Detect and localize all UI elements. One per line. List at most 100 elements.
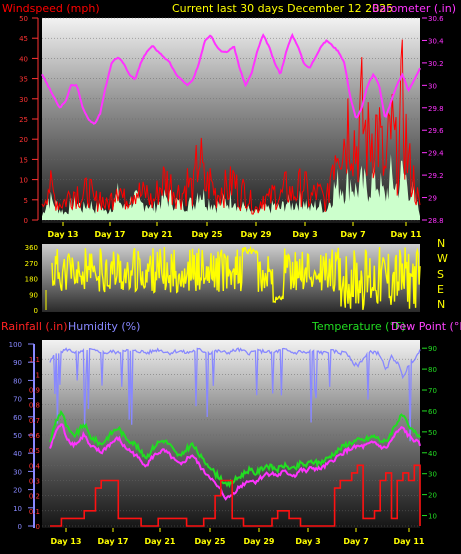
baro-y-tick: 28.8 — [428, 217, 444, 225]
wind-x-tick: Day 3 — [292, 230, 317, 239]
direction-y-tick: 360 — [25, 244, 38, 252]
wind-series — [41, 39, 421, 215]
rain-y-tick: 0.6 — [29, 432, 41, 440]
direction-y-tick: 0 — [34, 307, 38, 315]
rain-y-tick: 0.7 — [29, 417, 40, 425]
humidity-y-tick: 80 — [13, 377, 22, 385]
compass-label: N — [437, 298, 445, 311]
humidity-y-tick: 0 — [18, 523, 22, 531]
rain-y-tick: 0.3 — [29, 478, 40, 486]
rain-y-tick: 0 — [36, 523, 40, 531]
rain-y-tick: 0.5 — [29, 447, 40, 455]
rain-line — [50, 464, 421, 527]
rain-y-tick: 0.9 — [29, 387, 40, 395]
humidity-y-tick: 40 — [13, 450, 22, 458]
rain-y-ticks: 0 0.1 0.2 0.3 0.4 0.5 0.6 0.7 0.8 0.9 1 1.1 — [29, 356, 41, 531]
humidity-line — [49, 347, 421, 442]
wind-x-tick: Day 13 — [48, 230, 79, 239]
temp-y-tick: 10 — [428, 513, 437, 521]
baro-y-tick: 29.4 — [428, 150, 444, 158]
rain-y-tick: 1 — [36, 371, 40, 379]
chart-title: Current last 30 days December 12 2025 — [172, 2, 393, 15]
rain-y-tick: 0.4 — [29, 462, 41, 470]
wind-x-tick: Day 17 — [95, 230, 126, 239]
wind-y-tick: 40 — [19, 55, 28, 63]
wind-y-tick: 15 — [19, 156, 28, 164]
gust-area — [42, 154, 420, 220]
temp-y-tick: 30 — [428, 471, 437, 479]
wind-x-tick: Day 21 — [142, 230, 173, 239]
wind-x-tick: Day 11 — [391, 230, 422, 239]
humidity-y-ticks: 0 10 20 30 40 50 60 70 80 90 100 — [9, 341, 34, 531]
dewpoint-axis-title: Dew Point (°F) — [391, 320, 461, 333]
temp-y-tick: 90 — [428, 345, 437, 353]
baro-y-tick: 29.8 — [428, 105, 444, 113]
compass-label: N — [437, 237, 445, 250]
rain-y-tick: 1.1 — [29, 356, 40, 364]
windspeed-axis-title: Windspeed (mph) — [2, 2, 100, 15]
baro-y-tick: 30 — [428, 82, 437, 90]
temp-y-tick: 20 — [428, 492, 437, 500]
wind-y-tick: 10 — [19, 177, 28, 185]
direction-y-ticks: 360 270 180 90 0 — [25, 244, 38, 315]
rain-series — [50, 464, 421, 527]
compass-label: E — [437, 283, 444, 296]
humidity-series — [49, 347, 421, 442]
wind-y-tick: 35 — [19, 76, 28, 84]
humidity-y-tick: 10 — [13, 505, 22, 513]
humidity-y-tick: 50 — [13, 432, 22, 440]
temp-y-tick: 50 — [428, 429, 437, 437]
temp-y-tick: 80 — [428, 366, 437, 374]
rain-x-tick: Day 11 — [394, 537, 425, 546]
humidity-axis-title: Humidity (%) — [68, 320, 140, 333]
humidity-y-tick: 90 — [13, 359, 22, 367]
rain-x-ticks: Day 13 Day 17 Day 21 Day 25 Day 29 Day 3 Day 7… — [51, 528, 425, 546]
humidity-y-tick: 70 — [13, 396, 22, 404]
temp-y-tick: 60 — [428, 408, 437, 416]
wind-y-tick: 0 — [24, 217, 28, 225]
wind-y-tick: 50 — [19, 15, 28, 23]
wind-y-tick: 45 — [19, 35, 28, 43]
baro-y-ticks: 28.8 29 29.2 29.4 29.6 29.8 30 30.2 30.4 30.6 — [422, 15, 444, 225]
direction-line — [51, 245, 421, 310]
rain-y-tick: 0.8 — [29, 402, 40, 410]
wind-y-ticks: 0 5 10 15 20 25 30 35 40 45 50 — [19, 15, 39, 225]
wind-x-tick: Day 29 — [241, 230, 272, 239]
compass-label: S — [437, 268, 444, 281]
temp-y-tick: 40 — [428, 450, 437, 458]
rain-y-tick: 0.1 — [29, 508, 40, 516]
barometer-axis-title: Barometer (.in) — [372, 2, 456, 15]
dewpoint-line — [49, 423, 421, 501]
wind-y-tick: 25 — [19, 116, 28, 124]
rain-x-tick: Day 29 — [244, 537, 275, 546]
baro-y-tick: 29 — [428, 195, 437, 203]
rain-y-tick: 0.2 — [29, 493, 40, 501]
rain-x-tick: Day 21 — [145, 537, 176, 546]
wind-line — [41, 39, 421, 215]
direction-y-tick: 270 — [25, 260, 38, 268]
wind-x-ticks: Day 13 Day 17 Day 21 Day 25 Day 29 Day 3 Day 7… — [48, 222, 422, 239]
baro-y-tick: 29.2 — [428, 172, 444, 180]
baro-y-tick: 30.4 — [428, 37, 444, 45]
rain-x-tick: Day 17 — [98, 537, 129, 546]
gust-area-path — [42, 154, 420, 220]
temperature-series — [49, 409, 421, 489]
barometer-series — [41, 32, 421, 125]
rain-x-tick: Day 13 — [51, 537, 82, 546]
wind-x-tick: Day 7 — [340, 230, 365, 239]
baro-y-tick: 30.6 — [428, 15, 444, 23]
temp-y-tick: 70 — [428, 387, 437, 395]
rain-x-tick: Day 3 — [295, 537, 320, 546]
wind-y-tick: 20 — [19, 136, 28, 144]
rainfall-axis-title: Rainfall (.in) — [1, 320, 68, 333]
rain-x-tick: Day 7 — [343, 537, 368, 546]
direction-series — [45, 245, 421, 310]
humidity-y-tick: 60 — [13, 414, 22, 422]
direction-y-tick: 180 — [25, 276, 38, 284]
compass-label: W — [437, 252, 448, 265]
humidity-y-tick: 20 — [13, 487, 22, 495]
temperature-axis-title: Temperature (°F) — [311, 320, 406, 333]
